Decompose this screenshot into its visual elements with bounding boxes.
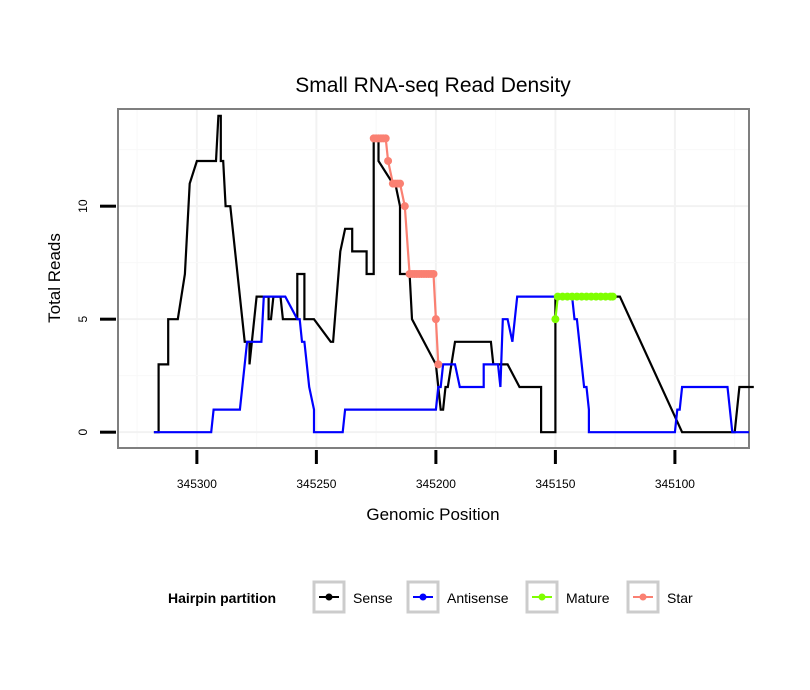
series-line-sense — [153, 114, 754, 434]
x-axis-title: Genomic Position — [366, 505, 499, 524]
legend: Hairpin partition Sense Antisense Mature St… — [168, 580, 693, 614]
y-tick-label: 5 — [76, 316, 90, 323]
legend-title: Hairpin partition — [168, 590, 276, 606]
axes: 345300 345250 345200 345150 345100 0 5 10 — [76, 199, 695, 491]
panel-border — [117, 108, 750, 449]
data-point-star — [434, 360, 443, 369]
legend-item: Mature — [525, 580, 610, 614]
x-tick-label: 345250 — [296, 477, 336, 491]
legend-key-point — [325, 593, 333, 601]
legend-key-point — [538, 593, 546, 601]
x-tick-label: 345100 — [655, 477, 695, 491]
y-axis-title: Total Reads — [45, 233, 64, 323]
legend-label: Star — [667, 590, 693, 606]
data-point-star — [400, 202, 409, 211]
x-tick-label: 345300 — [177, 477, 217, 491]
data-point-mature — [608, 292, 617, 301]
legend-label: Mature — [566, 590, 610, 606]
data-point-mature — [551, 315, 560, 324]
data-point-star — [429, 269, 438, 278]
legend-item: Sense — [312, 580, 393, 614]
data-point-star — [396, 179, 405, 188]
legend-item: Antisense — [406, 580, 509, 614]
data-point-star — [384, 156, 393, 165]
chart-title: Small RNA-seq Read Density — [295, 74, 571, 97]
y-tick-label: 10 — [76, 199, 90, 213]
series-layer — [153, 114, 754, 434]
y-tick-label: 0 — [76, 429, 90, 436]
legend-label: Antisense — [447, 590, 509, 606]
series-line-antisense — [153, 295, 749, 434]
legend-key-point — [639, 593, 647, 601]
x-tick-label: 345150 — [535, 477, 575, 491]
x-tick-label: 345200 — [416, 477, 456, 491]
series-line-star — [373, 137, 440, 365]
data-point-star — [381, 134, 390, 143]
legend-item: Star — [626, 580, 693, 614]
legend-label: Sense — [353, 590, 393, 606]
data-point-star — [431, 315, 440, 324]
legend-key-point — [419, 593, 427, 601]
